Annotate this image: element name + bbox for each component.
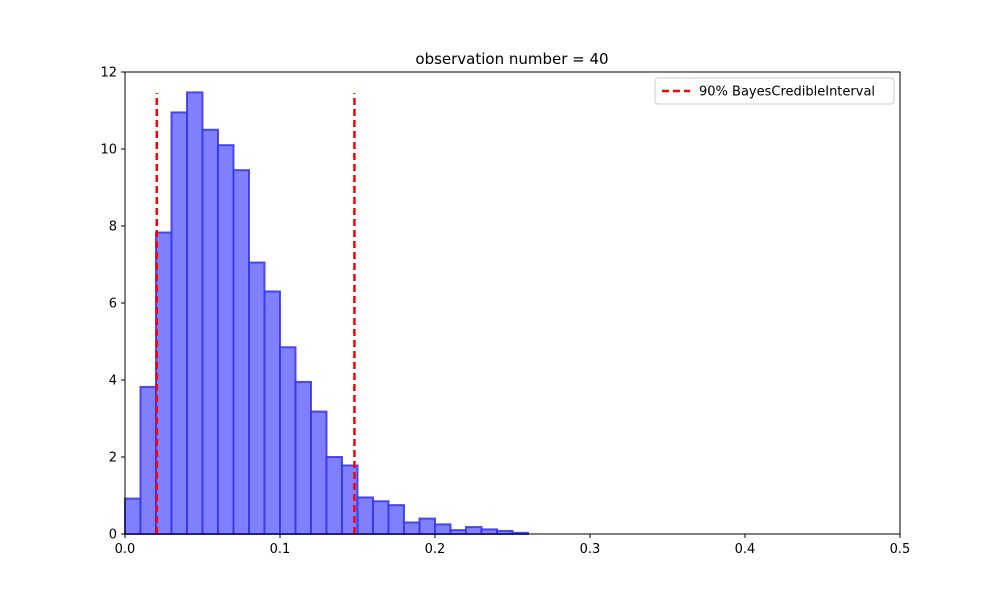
histogram-bar [279, 346, 297, 535]
x-tick-label: 0.1 [270, 542, 291, 557]
legend-label: 90% BayesCredibleInterval [699, 85, 875, 100]
histogram-bar [434, 523, 452, 535]
legend-box [654, 77, 895, 105]
x-tick-label: 0.3 [580, 542, 601, 557]
histogram-bar [418, 517, 436, 535]
chart-title: observation number = 40 [415, 50, 608, 68]
histogram-bar [248, 261, 266, 535]
histogram-bar [372, 500, 390, 535]
x-tick-label: 0.0 [115, 542, 136, 557]
y-tick-label: 2 [109, 451, 117, 466]
histogram-bar [480, 528, 498, 536]
credible-interval-lines [155, 93, 356, 534]
histogram-bar [201, 128, 219, 535]
histogram-bar [232, 169, 250, 536]
y-tick-label: 4 [109, 374, 117, 389]
histogram-bar [356, 496, 374, 535]
y-tick-label: 12 [100, 66, 117, 81]
histogram-bars [124, 91, 529, 536]
y-tick-label: 8 [109, 220, 117, 235]
histogram-bar [263, 290, 281, 536]
histogram-bar [217, 144, 235, 535]
x-axis: 0.0 0.1 0.2 0.3 0.4 0.5 [115, 534, 911, 557]
histogram-bar [465, 526, 483, 536]
histogram-bar [139, 385, 157, 535]
histogram-bar [325, 456, 343, 535]
y-tick-label: 10 [100, 143, 117, 158]
histogram-bar [124, 497, 142, 535]
histogram-bar [449, 529, 467, 536]
y-tick-label: 0 [109, 528, 117, 543]
y-tick-label: 6 [109, 297, 117, 312]
histogram-bar [170, 111, 188, 536]
histogram-bar [294, 380, 312, 535]
histogram-bar [310, 410, 328, 536]
x-tick-label: 0.5 [890, 542, 911, 557]
legend: 90% BayesCredibleInterval [654, 77, 895, 105]
histogram-bar [387, 504, 405, 535]
histogram-bar [155, 231, 173, 535]
x-tick-label: 0.4 [735, 542, 756, 557]
histogram-bar [403, 521, 421, 536]
histogram-bar [186, 91, 204, 535]
x-tick-label: 0.2 [425, 542, 446, 557]
y-axis: 0 2 4 6 8 10 12 [100, 66, 125, 543]
